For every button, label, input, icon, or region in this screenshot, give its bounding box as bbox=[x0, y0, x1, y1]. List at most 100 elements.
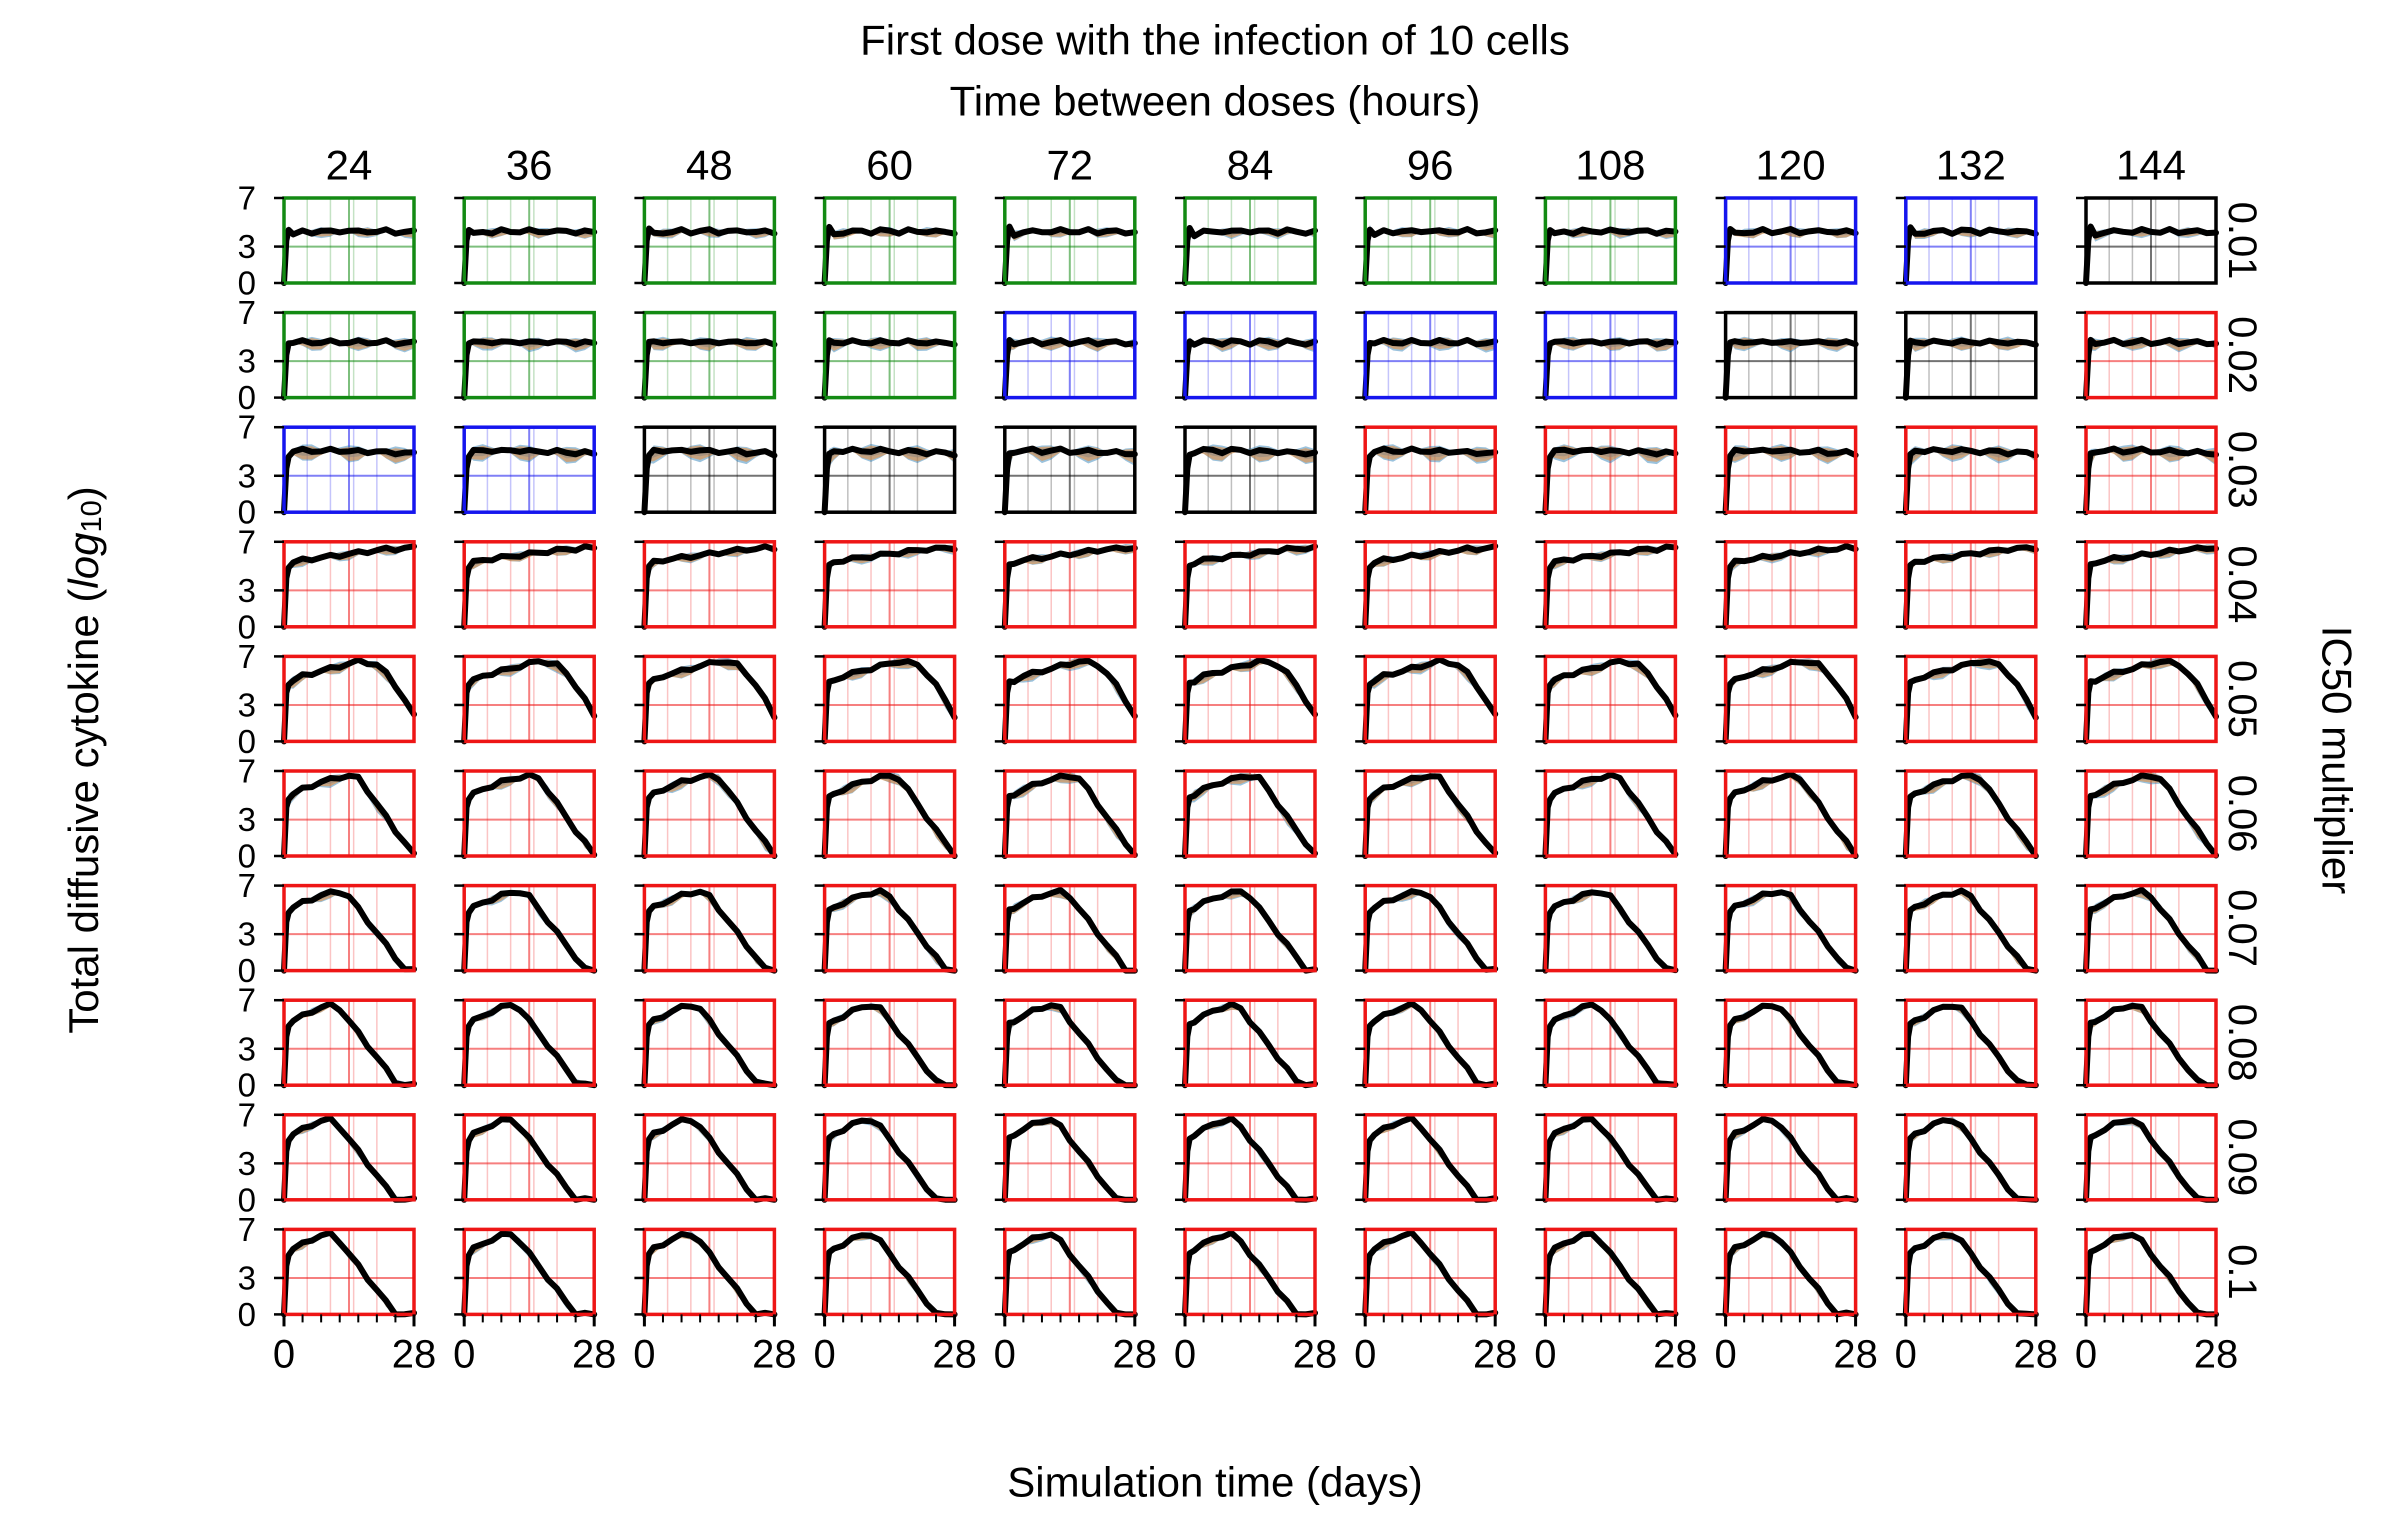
panel bbox=[274, 310, 417, 401]
row-label: 0.09 bbox=[2220, 1118, 2264, 1196]
panel-frame bbox=[282, 769, 416, 858]
x-tick-label: 0 bbox=[273, 1332, 295, 1376]
panel bbox=[634, 998, 778, 1089]
panel-frame bbox=[1003, 654, 1137, 744]
panel bbox=[274, 654, 417, 745]
panel bbox=[454, 1113, 598, 1203]
uncertainty-band bbox=[824, 443, 955, 512]
panel bbox=[994, 654, 1138, 745]
panel bbox=[1895, 1113, 2039, 1203]
x-tick-label: 28 bbox=[2014, 1332, 2059, 1376]
panel-frame bbox=[1543, 998, 1678, 1087]
y-axis-label-subscript: 10 bbox=[76, 500, 108, 532]
mean-line bbox=[1182, 1115, 1318, 1203]
mean-line bbox=[821, 1003, 958, 1089]
panel bbox=[634, 540, 778, 630]
panel-frame bbox=[822, 883, 957, 973]
x-tick-label: 28 bbox=[1293, 1332, 1338, 1376]
y-tick-label: 3 bbox=[238, 801, 256, 838]
column-header: 132 bbox=[1936, 142, 2006, 189]
panel bbox=[994, 196, 1138, 286]
panel bbox=[1535, 310, 1679, 401]
mean-line bbox=[1182, 543, 1318, 630]
panel bbox=[454, 883, 598, 974]
panel bbox=[1355, 998, 1499, 1089]
panel bbox=[1535, 1113, 1679, 1203]
x-tick-label: 0 bbox=[453, 1332, 475, 1376]
x-tick-label: 28 bbox=[2194, 1332, 2239, 1376]
panel-frame bbox=[822, 1227, 957, 1317]
mean-line bbox=[1902, 544, 2039, 630]
panel bbox=[1895, 654, 2039, 745]
panel bbox=[1715, 769, 1859, 859]
panel bbox=[1175, 540, 1318, 630]
panel bbox=[1175, 654, 1318, 745]
panel-frame bbox=[282, 196, 416, 285]
panel-frame bbox=[1183, 1227, 1317, 1317]
panel-frame bbox=[2084, 425, 2218, 514]
panel-frame bbox=[1723, 998, 1858, 1087]
panel-frame bbox=[462, 1113, 596, 1202]
mean-line bbox=[281, 226, 417, 286]
mean-line bbox=[1001, 1116, 1138, 1203]
uncertainty-band bbox=[1725, 443, 1856, 512]
panel-frame bbox=[1183, 883, 1317, 973]
mean-line bbox=[1722, 543, 1859, 630]
panel bbox=[1895, 769, 2039, 859]
panel-frame bbox=[822, 310, 957, 400]
panel-frame bbox=[1723, 196, 1858, 285]
column-header: 36 bbox=[506, 142, 553, 189]
panel-frame bbox=[1904, 196, 2038, 285]
panel-frame bbox=[1003, 310, 1137, 400]
row-label: 0.03 bbox=[2220, 431, 2264, 509]
panel-frame bbox=[1363, 196, 1497, 285]
mean-line bbox=[281, 445, 417, 516]
x-tick-label: 0 bbox=[1174, 1332, 1196, 1376]
column-header: 108 bbox=[1575, 142, 1645, 189]
panel-frame bbox=[1723, 540, 1858, 629]
panel-frame bbox=[282, 1227, 416, 1317]
panel bbox=[2076, 310, 2219, 401]
panel-frame bbox=[1183, 769, 1317, 858]
panel bbox=[1355, 310, 1499, 401]
mean-line bbox=[1722, 1002, 1859, 1089]
right-axis-label: IC50 multiplier bbox=[2314, 626, 2361, 894]
panel bbox=[814, 998, 958, 1089]
panel-frame bbox=[2084, 540, 2218, 629]
y-tick-label: 7 bbox=[238, 523, 256, 560]
panel-frame bbox=[822, 769, 957, 858]
x-tick-label: 28 bbox=[392, 1332, 437, 1376]
panel bbox=[634, 425, 778, 516]
row-label: 0.07 bbox=[2220, 889, 2264, 967]
mean-line bbox=[1722, 1230, 1859, 1318]
panel bbox=[454, 998, 598, 1089]
panel-frame bbox=[1183, 1113, 1317, 1202]
mean-line bbox=[1902, 772, 2039, 859]
panel bbox=[274, 1113, 417, 1203]
panel bbox=[634, 769, 778, 859]
mean-line bbox=[2083, 336, 2219, 401]
panel bbox=[1355, 883, 1499, 974]
panel bbox=[1535, 196, 1679, 286]
panel bbox=[2076, 654, 2219, 745]
x-tick-label: 0 bbox=[633, 1332, 655, 1376]
panel bbox=[2076, 769, 2219, 859]
panel-frame bbox=[1904, 998, 2038, 1087]
panel bbox=[1175, 998, 1318, 1089]
mean-line bbox=[281, 1115, 417, 1203]
panel bbox=[274, 998, 417, 1089]
mean-line bbox=[1362, 445, 1499, 516]
figure-title-line2: Time between doses (hours) bbox=[950, 78, 1481, 125]
mean-line bbox=[1722, 338, 1859, 401]
panel: 0 28 bbox=[273, 1227, 437, 1376]
panel bbox=[1715, 196, 1859, 286]
mean-line bbox=[1182, 1000, 1318, 1089]
panel-frame bbox=[1543, 1113, 1678, 1202]
uncertainty-band bbox=[1185, 545, 1315, 627]
panel bbox=[1715, 310, 1859, 401]
panel bbox=[1535, 883, 1679, 974]
uncertainty-band bbox=[644, 444, 775, 513]
panel bbox=[1535, 540, 1679, 630]
panel-frame bbox=[282, 425, 416, 514]
mean-line bbox=[1001, 657, 1138, 745]
